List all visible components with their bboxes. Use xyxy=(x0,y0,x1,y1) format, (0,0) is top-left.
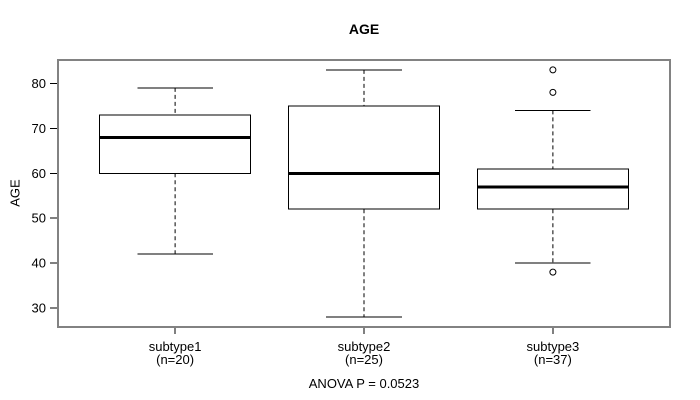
x-group-sublabel: (n=37) xyxy=(534,352,572,367)
x-group-label: subtype3 xyxy=(527,339,580,354)
y-tick-label: 50 xyxy=(32,211,46,226)
outlier-point xyxy=(549,268,557,276)
plot-border xyxy=(57,59,671,328)
y-tick-label: 30 xyxy=(32,301,46,316)
x-group-sublabel: (n=20) xyxy=(156,352,194,367)
x-group-label: subtype2 xyxy=(338,339,391,354)
outlier-point xyxy=(549,66,557,74)
y-tick-label: 80 xyxy=(32,76,46,91)
iqr-box xyxy=(99,114,252,174)
y-tick-label: 60 xyxy=(32,166,46,181)
outlier-point xyxy=(549,88,557,96)
x-group-sublabel: (n=25) xyxy=(345,352,383,367)
chart-title: AGE xyxy=(348,21,380,37)
x-group-label: subtype1 xyxy=(149,339,202,354)
y-tick-label: 40 xyxy=(32,256,46,271)
iqr-box xyxy=(287,105,441,210)
iqr-box xyxy=(476,168,629,210)
y-tick-label: 70 xyxy=(32,121,46,136)
anova-annotation: ANOVA P = 0.0523 xyxy=(308,376,420,391)
